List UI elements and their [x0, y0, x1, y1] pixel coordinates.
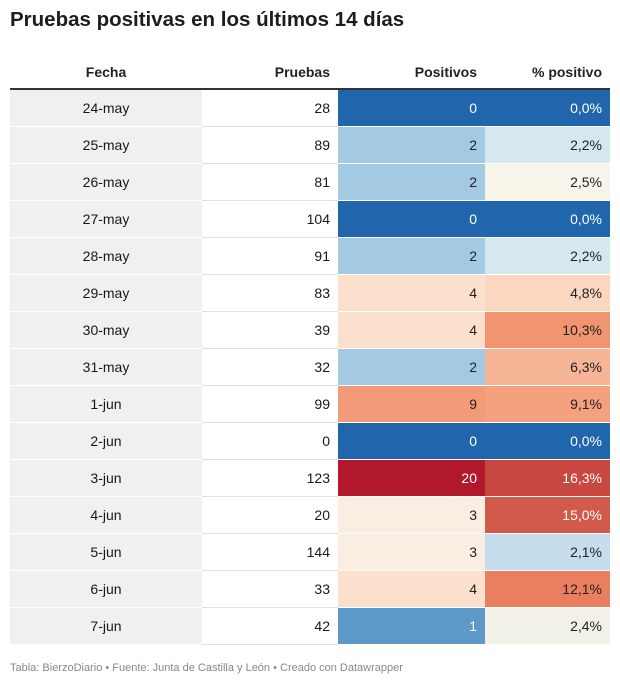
cell-porcentaje: 15,0%	[485, 496, 610, 534]
cell-pruebas: 0	[202, 422, 338, 460]
cell-fecha: 6-jun	[10, 570, 202, 608]
cell-porcentaje: 2,2%	[485, 237, 610, 275]
table-row: 25-may 89 2 2,2%	[10, 126, 610, 164]
cell-pruebas: 144	[202, 533, 338, 571]
cell-porcentaje: 9,1%	[485, 385, 610, 423]
cell-pruebas: 33	[202, 570, 338, 608]
chart-title: Pruebas positivas en los últimos 14 días	[10, 8, 405, 31]
cell-positivos: 2	[338, 163, 485, 201]
cell-porcentaje: 2,2%	[485, 126, 610, 164]
cell-fecha: 29-may	[10, 274, 202, 312]
cell-positivos: 2	[338, 348, 485, 386]
cell-pruebas: 104	[202, 200, 338, 238]
table-row: 29-may 83 4 4,8%	[10, 274, 610, 312]
header-porcentaje[interactable]: % positivo	[485, 55, 610, 90]
cell-pruebas: 99	[202, 385, 338, 423]
cell-fecha: 24-may	[10, 89, 202, 127]
cell-porcentaje: 6,3%	[485, 348, 610, 386]
table-row: 3-jun 123 20 16,3%	[10, 459, 610, 497]
cell-fecha: 27-may	[10, 200, 202, 238]
cell-fecha: 7-jun	[10, 607, 202, 645]
cell-fecha: 4-jun	[10, 496, 202, 534]
cell-porcentaje: 2,5%	[485, 163, 610, 201]
cell-porcentaje: 0,0%	[485, 200, 610, 238]
header-pruebas[interactable]: Pruebas	[202, 55, 338, 90]
cell-fecha: 5-jun	[10, 533, 202, 571]
cell-positivos: 4	[338, 311, 485, 349]
cell-pruebas: 20	[202, 496, 338, 534]
cell-pruebas: 39	[202, 311, 338, 349]
cell-porcentaje: 16,3%	[485, 459, 610, 497]
cell-porcentaje: 4,8%	[485, 274, 610, 312]
table-row: 31-may 32 2 6,3%	[10, 348, 610, 386]
table-row: 4-jun 20 3 15,0%	[10, 496, 610, 534]
header-positivos[interactable]: Positivos	[338, 55, 485, 90]
table-row: 2-jun 0 0 0,0%	[10, 422, 610, 460]
cell-positivos: 4	[338, 274, 485, 312]
cell-positivos: 0	[338, 200, 485, 238]
cell-positivos: 1	[338, 607, 485, 645]
cell-fecha: 28-may	[10, 237, 202, 275]
table-row: 6-jun 33 4 12,1%	[10, 570, 610, 608]
cell-positivos: 3	[338, 533, 485, 571]
cell-pruebas: 81	[202, 163, 338, 201]
cell-positivos: 2	[338, 237, 485, 275]
cell-positivos: 0	[338, 89, 485, 127]
cell-porcentaje: 2,4%	[485, 607, 610, 645]
table-row: 5-jun 144 3 2,1%	[10, 533, 610, 571]
cell-porcentaje: 2,1%	[485, 533, 610, 571]
cell-pruebas: 123	[202, 459, 338, 497]
cell-pruebas: 32	[202, 348, 338, 386]
cell-fecha: 26-may	[10, 163, 202, 201]
cell-positivos: 2	[338, 126, 485, 164]
table-row: 7-jun 42 1 2,4%	[10, 607, 610, 645]
cell-positivos: 9	[338, 385, 485, 423]
table-row: 30-may 39 4 10,3%	[10, 311, 610, 349]
table-row: 26-may 81 2 2,5%	[10, 163, 610, 201]
cell-pruebas: 83	[202, 274, 338, 312]
positive-tests-table: Fecha Pruebas Positivos % positivo 24-ma…	[10, 55, 610, 645]
cell-fecha: 2-jun	[10, 422, 202, 460]
cell-positivos: 20	[338, 459, 485, 497]
cell-fecha: 30-may	[10, 311, 202, 349]
cell-pruebas: 89	[202, 126, 338, 164]
cell-positivos: 3	[338, 496, 485, 534]
cell-fecha: 3-jun	[10, 459, 202, 497]
cell-porcentaje: 12,1%	[485, 570, 610, 608]
footer-credits: Tabla: BierzoDiario • Fuente: Junta de C…	[10, 662, 403, 674]
table-row: 27-may 104 0 0,0%	[10, 200, 610, 238]
cell-fecha: 31-may	[10, 348, 202, 386]
cell-porcentaje: 0,0%	[485, 422, 610, 460]
cell-pruebas: 28	[202, 89, 338, 127]
cell-pruebas: 91	[202, 237, 338, 275]
table-body: 24-may 28 0 0,0% 25-may 89 2 2,2% 26-may 81 2 2,5% 2…	[10, 89, 610, 645]
table-row: 1-jun 99 9 9,1%	[10, 385, 610, 423]
table-header-row: Fecha Pruebas Positivos % positivo	[10, 55, 610, 90]
cell-pruebas: 42	[202, 607, 338, 645]
table-row: 24-may 28 0 0,0%	[10, 89, 610, 127]
header-fecha[interactable]: Fecha	[10, 55, 202, 90]
cell-positivos: 4	[338, 570, 485, 608]
cell-porcentaje: 10,3%	[485, 311, 610, 349]
table-row: 28-may 91 2 2,2%	[10, 237, 610, 275]
cell-porcentaje: 0,0%	[485, 89, 610, 127]
cell-fecha: 25-may	[10, 126, 202, 164]
cell-positivos: 0	[338, 422, 485, 460]
cell-fecha: 1-jun	[10, 385, 202, 423]
